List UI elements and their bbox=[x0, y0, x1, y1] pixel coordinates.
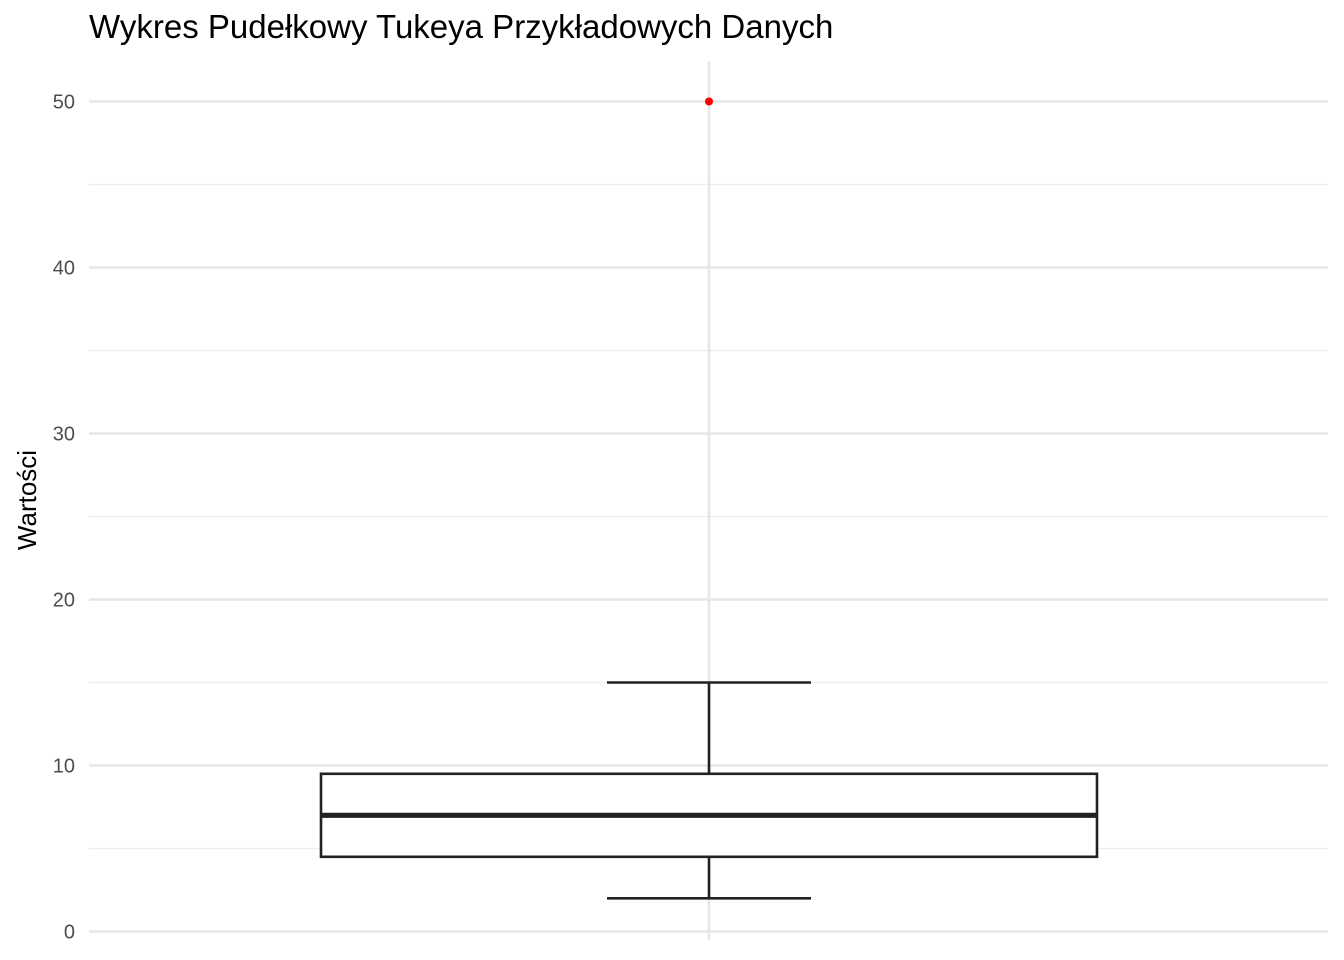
y-tick-label: 0 bbox=[64, 922, 75, 944]
y-tick-label: 20 bbox=[53, 590, 75, 612]
box-marks bbox=[319, 97, 1099, 900]
y-axis-title: Wartości bbox=[12, 450, 42, 550]
y-tick-label: 30 bbox=[53, 424, 75, 446]
y-tick-label: 40 bbox=[53, 258, 75, 280]
y-tick-label: 50 bbox=[53, 92, 75, 114]
y-tick-label: 10 bbox=[53, 756, 75, 778]
chart-title: Wykres Pudełkowy Tukeya Przykładowych Da… bbox=[89, 8, 834, 45]
y-tick-labels: 0 10 20 30 40 50 bbox=[53, 92, 75, 944]
outlier-point bbox=[705, 97, 713, 106]
